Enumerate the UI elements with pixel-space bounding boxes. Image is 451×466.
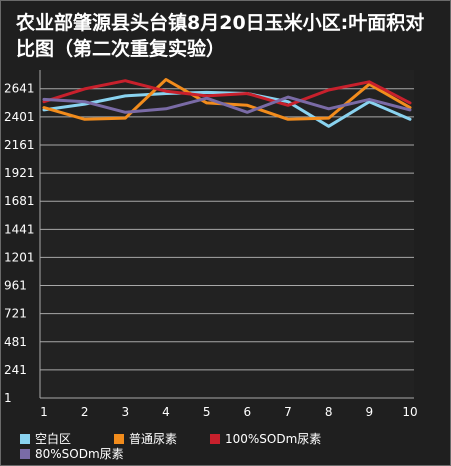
legend-label-80-sodm-urea: 80%SODm尿素 [35,447,124,461]
x-tick-label-6: 6 [244,405,252,419]
legend-label-blank: 空白区 [35,432,72,446]
legend-item-100-sodm-urea: 100%SODm尿素 [210,432,321,447]
x-tick-label-5: 5 [203,405,211,419]
x-tick-label-10: 10 [402,405,417,419]
y-tick-label-2161: 2161 [4,138,35,152]
series-line-2 [42,79,412,107]
x-tick-label-7: 7 [284,405,292,419]
x-tick-label-9: 9 [366,405,374,419]
plot-area [40,70,414,398]
y-tick-label-1441: 1441 [4,222,35,236]
legend-item-blank: 空白区 [20,432,71,447]
y-tick-label-961: 961 [4,279,27,293]
y-tick-label-2641: 2641 [4,82,35,96]
legend-swatch-80-sodm-urea [20,449,30,459]
y-tick-label-241: 241 [4,363,27,377]
x-tick-label-3: 3 [122,405,130,419]
legend-item-regular-urea: 普通尿素 [114,432,177,447]
x-tick-label-4: 4 [162,405,170,419]
chart-title: 农业部肇源县头台镇8月20日玉米小区:叶面积对比图（第二次重复实验） [16,12,425,60]
legend-item-80-sodm-urea: 80%SODm尿素 [20,447,124,462]
legend-swatch-regular-urea [114,434,124,444]
series-line-3 [42,95,412,114]
y-tick-label-481: 481 [4,335,27,349]
legend-label-regular-urea: 普通尿素 [129,432,178,446]
y-tick-label-1: 1 [4,391,12,405]
series-line-0 [42,90,412,128]
legend-swatch-100-sodm-urea [210,434,220,444]
y-tick-label-1681: 1681 [4,194,35,208]
y-tick-label-2401: 2401 [4,110,35,124]
x-tick-label-2: 2 [81,405,89,419]
x-tick-label-8: 8 [325,405,333,419]
y-tick-label-1921: 1921 [4,166,35,180]
x-tick-label-1: 1 [40,405,48,419]
legend-swatch-blank [20,434,30,444]
legend-label-100-sodm-urea: 100%SODm尿素 [225,432,322,446]
y-tick-label-1201: 1201 [4,250,35,264]
y-tick-label-721: 721 [4,307,27,321]
